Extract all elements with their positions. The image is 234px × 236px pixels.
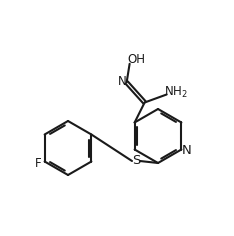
- Text: OH: OH: [128, 53, 146, 66]
- Text: NH$_2$: NH$_2$: [164, 85, 187, 100]
- Text: S: S: [132, 155, 140, 168]
- Text: N: N: [118, 75, 127, 88]
- Text: N: N: [182, 143, 191, 156]
- Text: F: F: [35, 157, 42, 170]
